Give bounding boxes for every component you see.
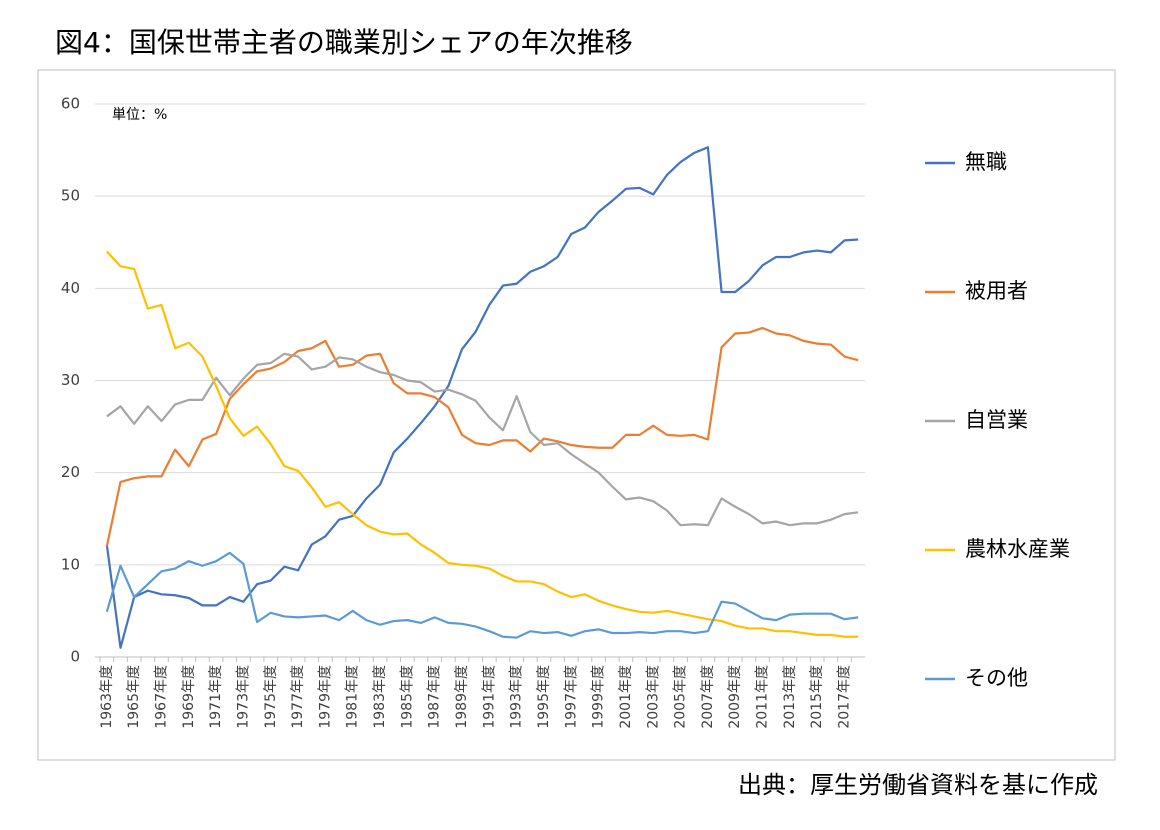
y-tick-label: 20 [61,463,80,481]
x-tick-label: 1999年度 [591,665,607,729]
legend-label: 農林水産業 [965,537,1070,561]
series-line [106,352,859,527]
x-tick-label: 1973年度 [235,665,251,729]
x-tick-label: 1977年度 [290,665,306,729]
x-tick-label: 1981年度 [345,665,361,729]
series-line [105,146,859,649]
x-tick-label: 2005年度 [673,665,689,729]
x-tick-label: 2001年度 [618,665,634,729]
legend-label: 被用者 [965,279,1028,303]
series-line [106,250,859,638]
x-tick-label: 1995年度 [536,665,552,729]
x-tick-label: 1971年度 [208,665,224,729]
legend-label: 自営業 [965,408,1028,432]
x-tick-label: 1985年度 [399,665,415,729]
series-line [105,551,859,639]
x-tick-label: 2015年度 [809,665,825,729]
y-tick-label: 50 [61,187,80,205]
x-tick-label: 1993年度 [509,665,525,729]
x-tick-label: 1967年度 [153,665,169,729]
x-tick-label: 2009年度 [727,665,743,729]
legend-label: その他 [965,666,1028,690]
x-tick-label: 1989年度 [454,665,470,729]
y-tick-label: 40 [61,279,80,297]
series-line [105,326,859,547]
x-tick-label: 2017年度 [837,665,853,729]
y-tick-label: 0 [70,648,80,666]
x-tick-label: 2003年度 [645,665,661,729]
y-tick-label: 10 [61,555,80,573]
x-tick-label: 1965年度 [126,665,142,729]
x-tick-label: 1987年度 [427,665,443,729]
x-tick-label: 1963年度 [99,665,115,729]
chart-frame [37,69,1116,761]
x-tick-label: 1983年度 [372,665,388,729]
x-tick-label: 2007年度 [700,665,716,729]
x-tick-label: 1991年度 [481,665,497,729]
x-tick-label: 1969年度 [181,665,197,729]
source-note: 出典：厚生労働省資料を基に作成 [738,771,1098,799]
unit-note: 単位：% [112,107,167,123]
y-tick-label: 60 [61,95,80,113]
x-tick-label: 1975年度 [263,665,279,729]
x-tick-label: 2013年度 [782,665,798,729]
x-tick-label: 2011年度 [755,665,771,729]
chart-title: 図4：国保世帯主者の職業別シェアの年次推移 [55,26,633,59]
y-tick-label: 30 [61,371,80,389]
legend-label: 無職 [965,150,1007,174]
x-tick-label: 1979年度 [317,665,333,729]
x-tick-label: 1997年度 [563,665,579,729]
